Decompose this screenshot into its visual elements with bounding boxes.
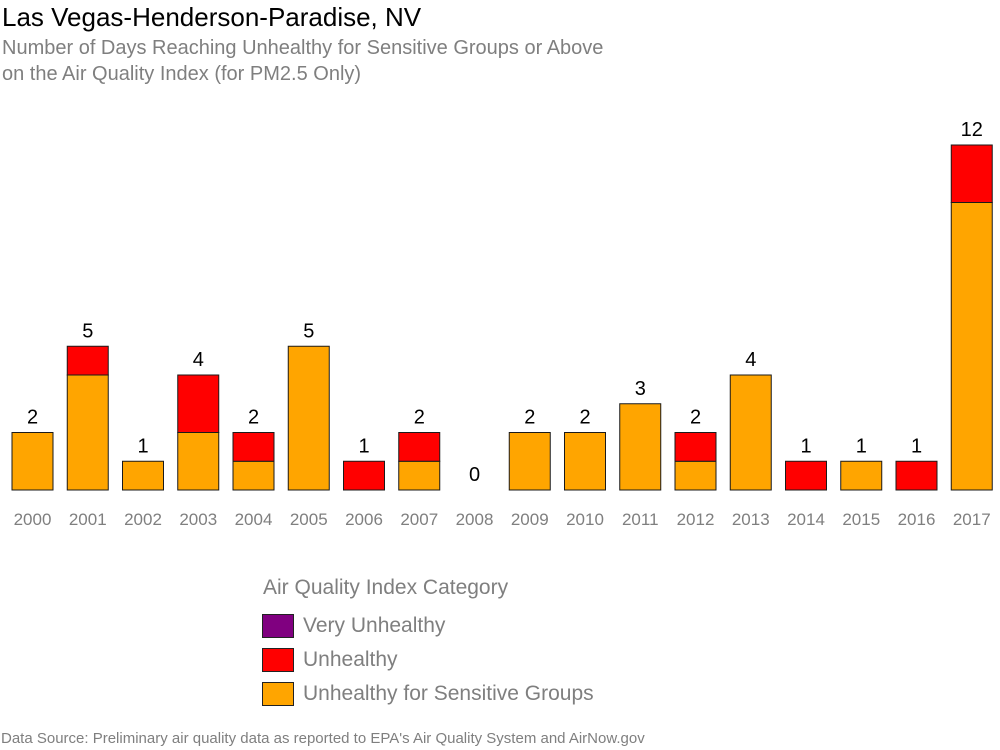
data-label-2006: 1 [358, 435, 369, 457]
data-label-2005: 5 [303, 320, 314, 342]
data-label-2008: 0 [469, 464, 480, 486]
data-label-2011: 3 [635, 378, 646, 400]
x-tick-label-2017: 2017 [953, 510, 991, 529]
legend-swatch-unhealthy [262, 648, 294, 672]
legend-item-usg: Unhealthy for Sensitive Groups [262, 677, 594, 711]
data-label-2009: 2 [524, 407, 535, 429]
data-label-2014: 1 [800, 435, 811, 457]
x-tick-label-2011: 2011 [622, 510, 659, 529]
bar-2015-unhealthy-for-sensitive-groups [840, 460, 883, 491]
x-tick-label-2003: 2003 [179, 510, 217, 529]
x-tick-label-2007: 2007 [400, 510, 438, 529]
x-tick-label-2001: 2001 [69, 510, 107, 529]
bar-2009-unhealthy-for-sensitive-groups [508, 432, 551, 491]
bar-2004-unhealthy-for-sensitive-groups [232, 460, 275, 491]
bar-2003-unhealthy [177, 374, 220, 433]
bar-2006-unhealthy [343, 460, 385, 491]
data-label-2003: 4 [193, 349, 204, 371]
bar-2004-unhealthy [232, 432, 275, 462]
x-tick-label-2010: 2010 [566, 510, 604, 529]
data-label-2007: 2 [414, 407, 425, 429]
bar-2017-unhealthy-for-sensitive-groups [950, 202, 993, 491]
data-label-2017: 12 [961, 119, 983, 141]
legend-swatch-usg [262, 682, 294, 706]
legend: Air Quality Index Category Very Unhealth… [262, 576, 594, 711]
data-label-2004: 2 [248, 407, 259, 429]
x-tick-label-2012: 2012 [677, 510, 715, 529]
x-tick-label-2005: 2005 [290, 510, 328, 529]
bar-2001-unhealthy-for-sensitive-groups [66, 374, 109, 491]
bar-2000-unhealthy-for-sensitive-groups [11, 432, 54, 491]
legend-item-unhealthy: Unhealthy [262, 643, 594, 677]
bar-2007-unhealthy-for-sensitive-groups [398, 460, 441, 491]
x-tick-label-2013: 2013 [732, 510, 770, 529]
bar-2014-unhealthy [785, 460, 827, 491]
legend-label-unhealthy: Unhealthy [303, 648, 398, 671]
data-label-2001: 5 [82, 320, 93, 342]
bar-2002-unhealthy-for-sensitive-groups [122, 460, 164, 491]
x-tick-label-2014: 2014 [787, 510, 825, 529]
legend-label-very-unhealthy: Very Unhealthy [303, 614, 446, 637]
x-tick-label-2015: 2015 [842, 510, 880, 529]
data-label-2000: 2 [27, 407, 38, 429]
data-label-2015: 1 [856, 435, 867, 457]
bar-2013-unhealthy-for-sensitive-groups [729, 374, 772, 491]
data-label-2016: 1 [911, 435, 922, 457]
x-tick-label-2000: 2000 [14, 510, 52, 529]
x-tick-label-2004: 2004 [235, 510, 273, 529]
legend-title: Air Quality Index Category [263, 576, 509, 599]
chart-title: Las Vegas-Henderson-Paradise, NV [2, 2, 422, 32]
bar-2001-unhealthy [66, 345, 109, 376]
bar-2011-unhealthy-for-sensitive-groups [619, 403, 662, 491]
chart-subtitle-line-2: on the Air Quality Index (for PM2.5 Only… [2, 63, 362, 85]
x-tick-label-2002: 2002 [124, 510, 162, 529]
legend-swatch-very-unhealthy [262, 614, 294, 638]
bar-2003-unhealthy-for-sensitive-groups [177, 432, 220, 491]
data-label-2012: 2 [690, 407, 701, 429]
bar-2012-unhealthy-for-sensitive-groups [674, 460, 717, 491]
chart-subtitle-line-1: Number of Days Reaching Unhealthy for Se… [2, 37, 604, 59]
bar-2010-unhealthy-for-sensitive-groups [564, 432, 606, 491]
x-tick-label-2016: 2016 [898, 510, 936, 529]
bar-2017-unhealthy [950, 144, 993, 203]
data-label-2013: 4 [745, 349, 756, 371]
x-tick-label-2006: 2006 [345, 510, 383, 529]
bar-2005-unhealthy-for-sensitive-groups [287, 345, 330, 491]
bar-2007-unhealthy [398, 432, 441, 462]
x-tick-label-2008: 2008 [456, 510, 494, 529]
bar-chart: 2 2000 5 2001 1 2002 4 2003 2 2004 5 2005 1 2006 2 2007… [11, 119, 993, 529]
data-label-2010: 2 [579, 407, 590, 429]
bar-2016-unhealthy [895, 460, 938, 491]
bar-2012-unhealthy [674, 432, 717, 462]
data-source-note: Data Source: Preliminary air quality dat… [1, 730, 645, 747]
x-tick-label-2009: 2009 [511, 510, 549, 529]
data-label-2002: 1 [137, 435, 148, 457]
legend-label-usg: Unhealthy for Sensitive Groups [303, 682, 594, 705]
legend-item-very-unhealthy: Very Unhealthy [262, 609, 594, 643]
